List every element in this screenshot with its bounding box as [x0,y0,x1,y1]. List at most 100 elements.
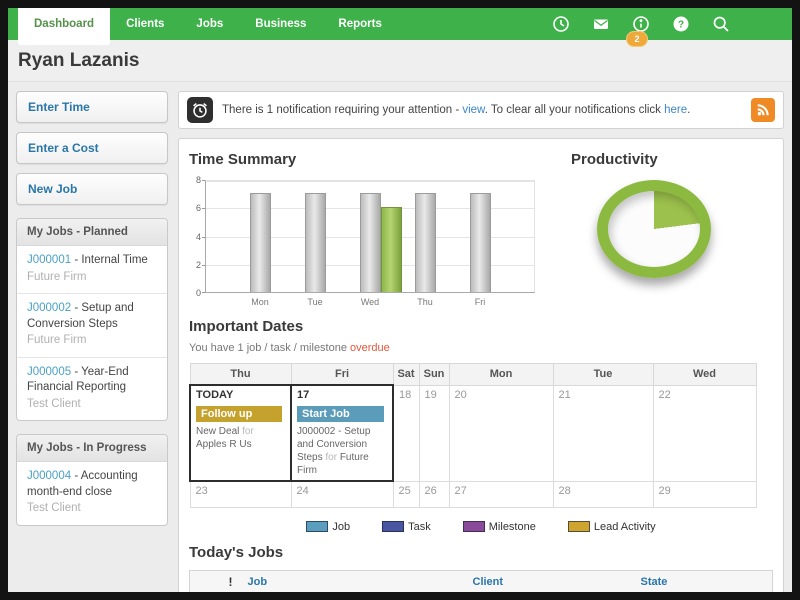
calendar-day-header: Mon [448,363,554,386]
follow-up-event-badge[interactable]: Follow up [196,406,282,422]
overdue-message: You have 1 job / task / milestone overdu… [189,342,773,354]
new-job-button[interactable]: New Job [16,173,168,205]
important-dates-section: Important Dates You have 1 job / task / … [189,318,773,533]
calendar-day-header: Thu [189,363,292,386]
event-description[interactable]: J000002 - Setup and Conversion Steps for… [297,425,387,477]
app-window: Dashboard Clients Jobs Business Reports [8,8,792,592]
overdue-link[interactable]: overdue [350,342,390,354]
legend-label: Milestone [488,520,536,533]
sidebar: Enter Time Enter a Cost New Job My Jobs … [16,91,168,526]
legend-label: Job [332,520,351,533]
todays-jobs-title: Today's Jobs [189,543,284,561]
event-name: J000002 - Setup and Conversion Steps [297,426,371,463]
job-name: - Internal Time [71,254,148,266]
job-client: Test Client [27,397,81,410]
milestone-color-swatch [462,521,485,532]
event-name: New Deal [196,426,240,437]
job-number-link[interactable]: J000005 [27,365,72,378]
nav-tab-dashboard[interactable]: Dashboard [18,8,111,45]
nav-tab-jobs[interactable]: Jobs [196,18,224,30]
day-number: 17 [297,389,310,401]
time-summary-title: Time Summary [189,151,297,168]
calendar-week-row: TODAY Follow up New Deal for Apples R Us… [189,384,757,482]
job-name: - Setup and Conversion Steps [27,302,134,330]
enter-a-cost-button[interactable]: Enter a Cost [16,132,168,164]
enter-time-button[interactable]: Enter Time [16,91,168,123]
legend-item-milestone: Milestone [462,520,536,533]
calendar-day-cell: 25 [392,480,420,508]
help-icon[interactable]: ? [672,15,690,33]
event-description[interactable]: New Deal for Apples R Us [196,425,285,451]
job-number-link[interactable]: J000002 [27,302,72,315]
clock-icon[interactable] [552,15,570,33]
todays-jobs-section: Today's Jobs ! Job Client State [189,543,773,592]
alarm-clock-icon [187,97,213,123]
time-summary-xlabels: Mon Tue Wed Thu Fri [251,297,486,307]
job-color-swatch [306,521,329,532]
job-name: - Year-End Financial Reporting [27,365,129,394]
page-title: Ryan Lazanis [8,40,792,82]
calendar-event-cell: 17 Start Job J000002 - Setup and Convers… [290,384,394,482]
calendar-week-row: 23 24 25 26 27 28 29 [189,480,757,508]
legend-item-lead-activity: Lead Activity [567,520,656,533]
event-client: Apples R Us [196,439,252,450]
job-number-link[interactable]: J000004 [27,470,72,483]
list-item: J000004 - Accounting month-end close Tes… [17,462,167,525]
notification-text-before: There is 1 notification requiring your a… [222,104,463,116]
calendar-today-cell: TODAY Follow up New Deal for Apples R Us [189,384,292,482]
rss-icon[interactable] [751,98,775,122]
legend-item-task: Task [382,521,431,533]
client-column-header[interactable]: Client [466,570,635,592]
legend-label: Lead Activity [593,520,656,533]
list-item: J000002 - Setup and Conversion Steps Fut… [17,293,167,357]
calendar-day-cell: 27 [448,480,554,508]
here-link[interactable]: here [664,104,688,116]
notification-text-after: . [687,104,691,116]
expand-column-header [189,570,220,592]
nav-tabs: Dashboard Clients Jobs Business Reports [8,8,792,45]
jobs-table-header-row: ! Job Client State [189,570,773,592]
event-client: Future Firm [297,452,369,476]
calendar-day-header: Wed [652,363,757,386]
event-for-word: for [239,426,254,437]
calendar-day-cell: 26 [418,480,450,508]
overdue-text: You have 1 job / task / milestone [189,342,351,354]
job-number-link[interactable]: J000001 [27,254,72,266]
job-client: Test Client [27,502,81,515]
productivity-section: Productivity [567,151,773,308]
calendar-day-header: Fri [290,363,394,386]
job-column-header[interactable]: Job [241,570,467,592]
panel-title: My Jobs - Planned [17,219,167,246]
svg-text:?: ? [678,20,684,31]
view-link[interactable]: view [462,104,485,116]
top-nav: Dashboard Clients Jobs Business Reports [8,8,792,47]
calendar-day-cell: 21 [552,384,654,482]
state-column-header[interactable]: State [634,570,773,592]
calendar-day-header: Sat [392,363,420,386]
calendar-day-cell: 18 [392,384,420,482]
priority-column-header[interactable]: ! [219,570,242,592]
important-dates-title: Important Dates [189,318,304,335]
job-name: - Accounting month-end close [27,470,138,498]
calendar-day-cell: 19 [418,384,450,482]
productivity-pie [597,180,711,278]
todays-jobs-table: ! Job Client State ▶ J000001 - Internal … [189,569,773,592]
nav-tab-reports[interactable]: Reports [338,18,382,30]
calendar-day-cell: 20 [448,384,554,482]
nav-tab-clients[interactable]: Clients [126,18,165,30]
search-icon[interactable] [712,15,730,33]
today-label: TODAY [196,389,234,401]
notification-count-badge: 2 [626,31,648,47]
main-layout: Enter Time Enter a Cost New Job My Jobs … [8,82,792,592]
calendar-day-cell: 24 [290,480,394,508]
productivity-pie-wrap [597,180,773,278]
nav-tab-business[interactable]: Business [255,18,307,30]
list-item: J000005 - Year-End Financial Reporting T… [17,356,167,421]
mail-icon[interactable] [592,15,610,33]
legend-label: Task [408,520,431,533]
start-job-event-badge[interactable]: Start Job [297,406,384,422]
notification-text-middle: . To clear all your notifications click [484,104,665,116]
